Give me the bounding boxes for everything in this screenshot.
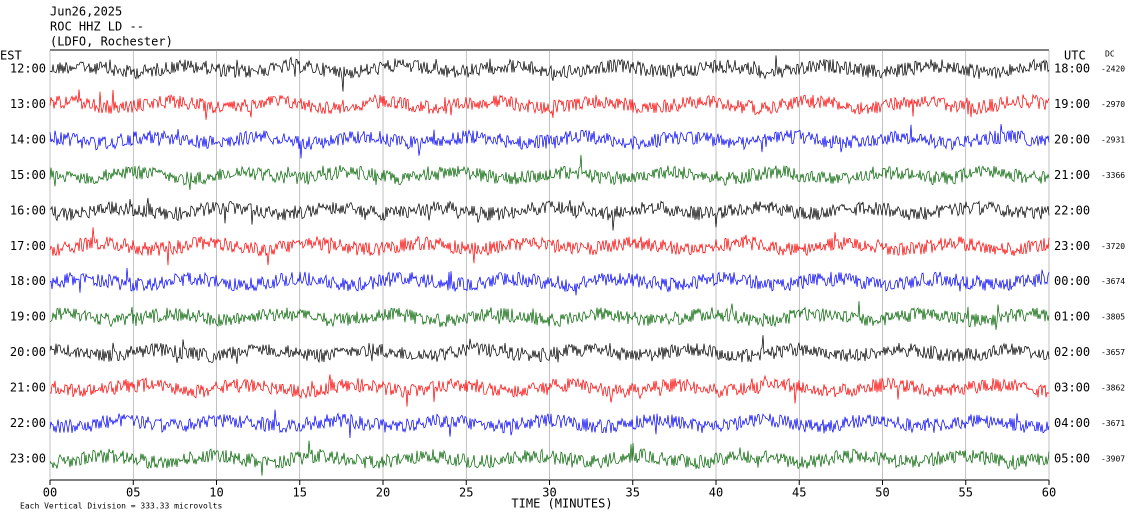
x-tick-label: 60 bbox=[1042, 486, 1056, 500]
x-tick-label: 15 bbox=[293, 486, 307, 500]
dc-value: -3674 bbox=[1101, 277, 1125, 286]
right-axis-label: UTC bbox=[1064, 49, 1086, 63]
dc-value: -3805 bbox=[1101, 313, 1125, 322]
utc-label: 01:00 bbox=[1054, 310, 1090, 324]
trace bbox=[49, 267, 1050, 296]
utc-label: 02:00 bbox=[1054, 345, 1090, 359]
est-label: 23:00 bbox=[10, 451, 46, 465]
utc-label: 20:00 bbox=[1054, 132, 1090, 146]
dc-value: -2970 bbox=[1101, 100, 1125, 109]
dc-value: -3862 bbox=[1101, 384, 1125, 393]
title-line: Jun26,2025 bbox=[50, 5, 122, 19]
utc-label: 23:00 bbox=[1054, 239, 1090, 253]
est-label: 16:00 bbox=[10, 203, 46, 217]
trace bbox=[49, 440, 1050, 476]
x-tick-label: 25 bbox=[459, 486, 473, 500]
trace bbox=[49, 374, 1050, 407]
dc-value: -2420 bbox=[1101, 65, 1125, 74]
x-axis-label: TIME (MINUTES) bbox=[511, 497, 612, 511]
utc-label: 21:00 bbox=[1054, 168, 1090, 182]
x-tick-label: 00 bbox=[43, 486, 57, 500]
x-tick-label: 05 bbox=[126, 486, 140, 500]
trace bbox=[49, 301, 1050, 330]
trace bbox=[49, 89, 1050, 120]
left-axis-label: EST bbox=[0, 49, 22, 63]
est-label: 12:00 bbox=[10, 62, 46, 76]
dc-value: -2931 bbox=[1101, 135, 1125, 144]
title-line: (LDFO, Rochester) bbox=[50, 35, 173, 49]
utc-label: 18:00 bbox=[1054, 62, 1090, 76]
est-label: 22:00 bbox=[10, 416, 46, 430]
footnote: Each Vertical Division = 333.33 microvol… bbox=[20, 502, 222, 511]
est-label: 20:00 bbox=[10, 345, 46, 359]
trace bbox=[49, 409, 1050, 439]
est-label: 17:00 bbox=[10, 239, 46, 253]
x-tick-label: 40 bbox=[709, 486, 723, 500]
utc-label: 19:00 bbox=[1054, 97, 1090, 111]
dc-value: -3907 bbox=[1101, 454, 1125, 463]
trace bbox=[49, 197, 1050, 231]
x-tick-label: 10 bbox=[209, 486, 223, 500]
x-tick-label: 35 bbox=[626, 486, 640, 500]
trace bbox=[49, 154, 1050, 190]
dc-value: -3671 bbox=[1101, 419, 1125, 428]
title-line: ROC HHZ LD -- bbox=[50, 20, 144, 34]
utc-label: 00:00 bbox=[1054, 274, 1090, 288]
dc-value: -3657 bbox=[1101, 348, 1125, 357]
x-tick-label: 50 bbox=[875, 486, 889, 500]
est-label: 15:00 bbox=[10, 168, 46, 182]
dc-value: -3366 bbox=[1101, 171, 1125, 180]
x-tick-label: 20 bbox=[376, 486, 390, 500]
trace bbox=[49, 227, 1050, 266]
est-label: 21:00 bbox=[10, 381, 46, 395]
dc-value: -3720 bbox=[1101, 242, 1125, 251]
est-label: 13:00 bbox=[10, 97, 46, 111]
dc-label: DC bbox=[1105, 50, 1115, 59]
utc-label: 04:00 bbox=[1054, 416, 1090, 430]
est-label: 19:00 bbox=[10, 310, 46, 324]
x-tick-label: 55 bbox=[959, 486, 973, 500]
utc-label: 03:00 bbox=[1054, 381, 1090, 395]
est-label: 14:00 bbox=[10, 132, 46, 146]
trace bbox=[49, 55, 1050, 92]
est-label: 18:00 bbox=[10, 274, 46, 288]
x-tick-label: 45 bbox=[792, 486, 806, 500]
utc-label: 05:00 bbox=[1054, 451, 1090, 465]
x-tick-label: 30 bbox=[542, 486, 556, 500]
trace bbox=[49, 124, 1050, 159]
trace bbox=[49, 335, 1050, 364]
utc-label: 22:00 bbox=[1054, 203, 1090, 217]
